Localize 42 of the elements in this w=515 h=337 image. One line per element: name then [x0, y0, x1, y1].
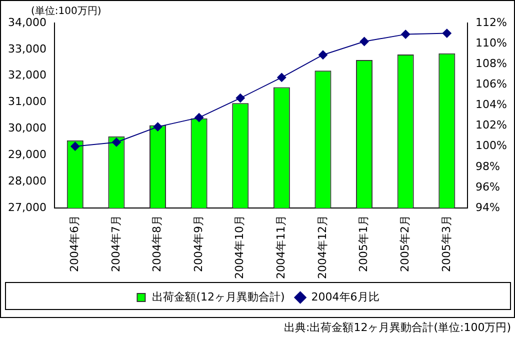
legend-label: 出荷金額(12ヶ月異動合計): [152, 290, 285, 304]
y2-tick-label: 94%: [476, 200, 500, 214]
y-tick-label: 27,000: [8, 200, 46, 214]
source-note: 出典:出荷金額12ヶ月異動合計(単位:100万円): [283, 320, 511, 335]
point: [153, 122, 162, 132]
y-tick-label: 34,000: [8, 16, 46, 29]
y-tick-label: 31,000: [8, 95, 46, 108]
y2-tick-label: 102%: [476, 118, 508, 132]
x-tick-label: 2004年6月: [68, 215, 81, 272]
x-tick-label: 2005年3月: [440, 215, 453, 272]
y2-tick-label: 106%: [476, 78, 508, 91]
point: [194, 113, 204, 122]
x-tick-label: 2005年2月: [398, 215, 412, 272]
x-tick-label: 2004年11月: [274, 215, 288, 280]
point: [277, 72, 286, 82]
text: (単位:100万円): [31, 5, 102, 18]
y-tick-label: 29,000: [8, 148, 46, 162]
x-tick-label: 2004年9月: [192, 215, 205, 272]
y2-tick-label: 104%: [476, 98, 508, 112]
point: [360, 37, 369, 46]
y2-tick-label: 98%: [476, 160, 500, 173]
y2-tick-label: 112%: [476, 16, 508, 29]
point: [112, 138, 121, 147]
legend-label: 2004年6月比: [311, 290, 380, 304]
y-tick-label: 28,000: [8, 174, 46, 188]
y2-tick-label: 100%: [476, 139, 508, 152]
x-tick-label: 2004年8月: [150, 215, 164, 272]
y-tick-label: 30,000: [8, 122, 46, 135]
y2-tick-label: 108%: [476, 56, 508, 70]
x-tick-label: 2004年10月: [233, 215, 246, 280]
y-tick-label: 33,000: [8, 42, 46, 56]
x-tick-label: 2004年12月: [316, 215, 329, 280]
point: [442, 28, 452, 38]
point: [318, 50, 328, 60]
point: [401, 30, 410, 39]
y2-tick-label: 96%: [476, 180, 500, 194]
point: [236, 94, 245, 103]
y-tick-label: 32,000: [8, 68, 46, 82]
x-tick-label: 2005年1月: [357, 215, 370, 272]
x-tick-label: 2004年7月: [109, 215, 122, 272]
point: [70, 142, 80, 151]
y2-tick-label: 110%: [476, 36, 508, 50]
